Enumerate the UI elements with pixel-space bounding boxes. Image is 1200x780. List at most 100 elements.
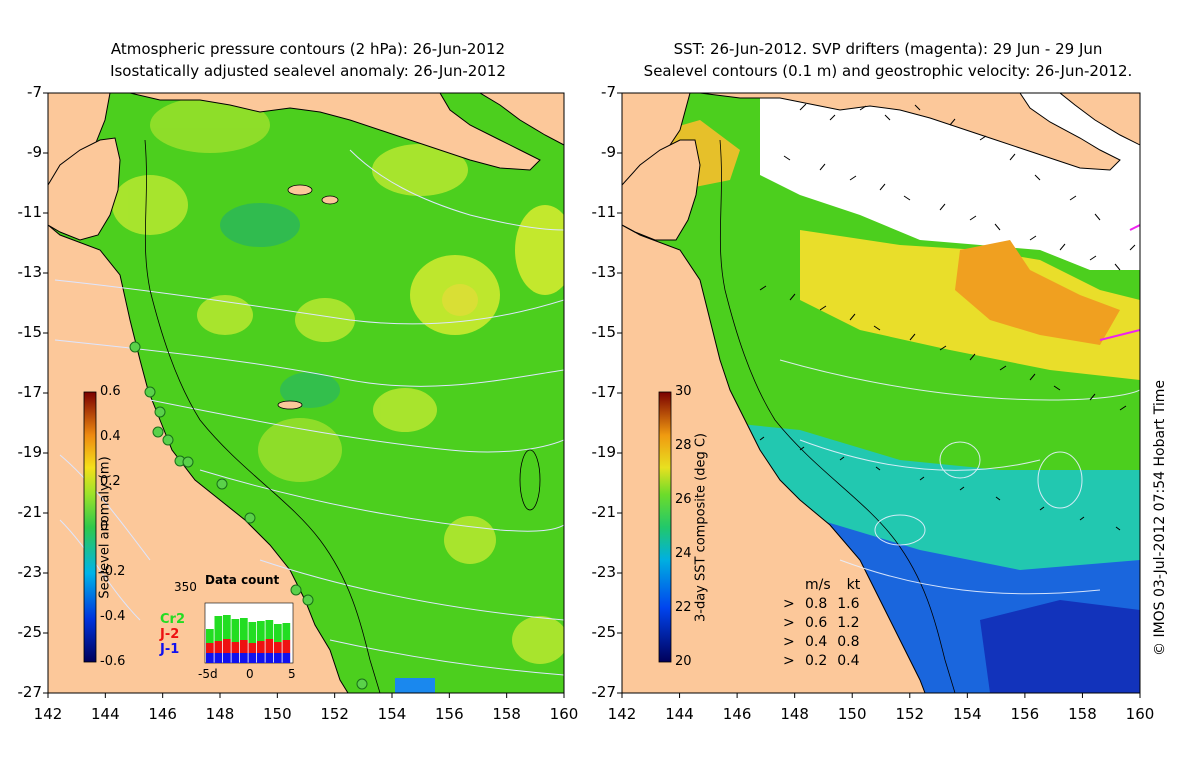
right-colorbar-tick-label: 22 (675, 600, 692, 615)
right-australia-mainland (622, 224, 926, 693)
right-colorbar-tick-label: 20 (675, 654, 692, 669)
x-tick-left-label: 156 (435, 705, 464, 723)
data-count-max: 350 (174, 580, 197, 594)
right-colorbar-tick-label: 24 (675, 546, 692, 561)
left-colorbar-tick-label: 0 (100, 519, 109, 534)
data-count-bar (214, 641, 223, 653)
data-count-bar (206, 643, 214, 653)
velocity-legend-ms-header: m/s (805, 577, 831, 593)
right-velocity-arrows (759, 103, 1136, 531)
data-count-legend-cr2: Cr2 (160, 612, 185, 627)
left-colorbar-tick-label: -0.6 (100, 654, 126, 669)
data-count-bar (231, 653, 240, 663)
data-count-bar (240, 640, 248, 653)
left-tide-gauges (129, 341, 368, 690)
y-tick-right-label: -11 (591, 203, 617, 221)
imos-credit: © IMOS 03-Jul-2012 07:54 Hobart Time (1152, 380, 1168, 656)
data-count-legend-j2: J-2 (160, 627, 180, 642)
data-count-legend-j1: J-1 (160, 642, 180, 657)
y-tick-left-label: -9 (27, 143, 42, 161)
data-count-chart (204, 602, 294, 664)
data-count-bar (248, 653, 257, 663)
data-count-bar (206, 629, 214, 643)
data-count-bar (248, 643, 257, 653)
data-count-bar (265, 639, 274, 653)
svp-drifter-track (1099, 329, 1140, 341)
velocity-legend-kt-header: kt (846, 577, 861, 593)
right-sealevel-contours (779, 359, 1140, 595)
y-tick-left-label: -27 (17, 683, 43, 701)
velocity-ms-3: 0.2 (805, 653, 828, 669)
velocity-kt-0: 1.6 (837, 596, 860, 612)
data-count-bar (282, 640, 291, 653)
data-count-bar (282, 623, 291, 640)
x-ticks-left (47, 693, 565, 698)
y-tick-right-label: -23 (591, 563, 617, 581)
x-tick-left-label: 154 (377, 705, 407, 723)
y-tick-left-label: -17 (17, 383, 43, 401)
x-tick-right-label: 142 (607, 705, 637, 723)
data-count-xtick-1: -5d (198, 667, 218, 681)
right-deep-cold (980, 600, 1140, 693)
x-tick-right-label: 146 (722, 705, 752, 723)
data-count-bar (265, 620, 274, 639)
y-ticks-right (617, 92, 622, 694)
right-warm-core (955, 240, 1120, 345)
x-tick-right-label: 148 (780, 705, 809, 723)
y-tick-right-label: -27 (591, 683, 617, 701)
x-tick-right-label: 152 (895, 705, 925, 723)
data-count-bar (231, 619, 240, 642)
left-colorbar-tick-label: 0.2 (100, 474, 121, 489)
left-colorbar-title: Sealevel anomaly (m) (97, 456, 113, 599)
right-warm-band (800, 230, 1140, 380)
x-tick-left-label: 160 (549, 705, 579, 723)
left-anomaly-patches (112, 97, 564, 664)
right-png-east (1059, 93, 1140, 146)
left-colorbar (83, 391, 97, 663)
data-count-xtick-3: 5 (288, 667, 296, 681)
x-tick-left-label: 146 (148, 705, 177, 723)
data-count-title: Data count (205, 573, 280, 587)
data-count-bar (223, 653, 231, 663)
left-cape-york (48, 137, 121, 241)
y-tick-left-label: -11 (17, 203, 43, 221)
data-count-bar (214, 653, 223, 663)
velocity-ms-0: 0.8 (805, 596, 828, 612)
right-colorbar-title: 3-day SST composite (deg C) (693, 432, 709, 623)
x-tick-left-label: 148 (205, 705, 235, 723)
data-count-bar (274, 642, 282, 653)
velocity-ms-1: 0.6 (805, 615, 828, 631)
data-count-bar (214, 616, 223, 641)
left-colorbar-tick-label: -0.4 (100, 609, 126, 624)
x-tick-left-label: 152 (320, 705, 349, 723)
velocity-kt-3: 0.4 (837, 653, 860, 669)
y-tick-left-label: -25 (17, 623, 43, 641)
x-tick-left-label: 158 (492, 705, 521, 723)
x-ticks-right (621, 693, 1141, 698)
data-count-bar (223, 639, 231, 653)
right-map (622, 93, 1140, 693)
y-tick-right-label: -17 (591, 383, 617, 401)
data-count-bar (282, 653, 291, 663)
x-tick-right-label: 158 (1068, 705, 1097, 723)
left-australia-mainland (48, 224, 349, 693)
y-tick-right-label: -21 (591, 503, 617, 521)
x-tick-left-label: 142 (33, 705, 63, 723)
left-png-east (479, 93, 564, 146)
right-title-line2: Sealevel contours (0.1 m) and geostrophi… (643, 62, 1133, 80)
data-count-bar (240, 618, 248, 640)
right-colorbar (658, 391, 672, 663)
velocity-kt-2: 0.8 (837, 634, 860, 650)
x-tick-right-label: 150 (837, 705, 867, 723)
velocity-ms-2: 0.4 (805, 634, 828, 650)
right-colorbar-tick-label: 30 (675, 384, 692, 399)
data-count-bar (274, 624, 282, 642)
right-cape-york (622, 139, 701, 241)
data-count-xtick-2: 0 (246, 667, 254, 681)
data-count-bar (223, 615, 231, 639)
x-tick-right-label: 154 (953, 705, 982, 723)
left-colorbar-tick-label: 0.6 (100, 384, 121, 399)
y-tick-right-label: -19 (591, 443, 617, 461)
